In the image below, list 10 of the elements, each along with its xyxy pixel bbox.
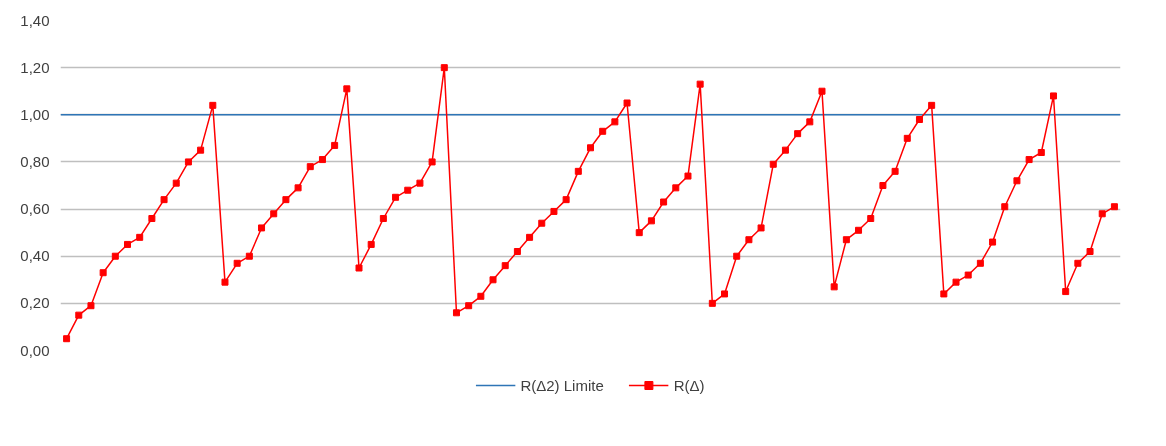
y-tick-label: 1,40 [20, 11, 50, 29]
legend-label: R(Δ) [673, 376, 705, 394]
y-tick-label: 0,00 [20, 341, 50, 359]
y-tick-label: 1,00 [20, 105, 50, 123]
legend-label: R(Δ2) Limite [520, 376, 604, 394]
y-tick-label: 0,40 [20, 247, 50, 265]
y-tick-label: 0,20 [20, 294, 50, 312]
y-tick-label: 0,60 [20, 200, 50, 218]
y-tick-label: 0,80 [20, 152, 50, 170]
y-tick-label: 1,20 [20, 58, 50, 76]
